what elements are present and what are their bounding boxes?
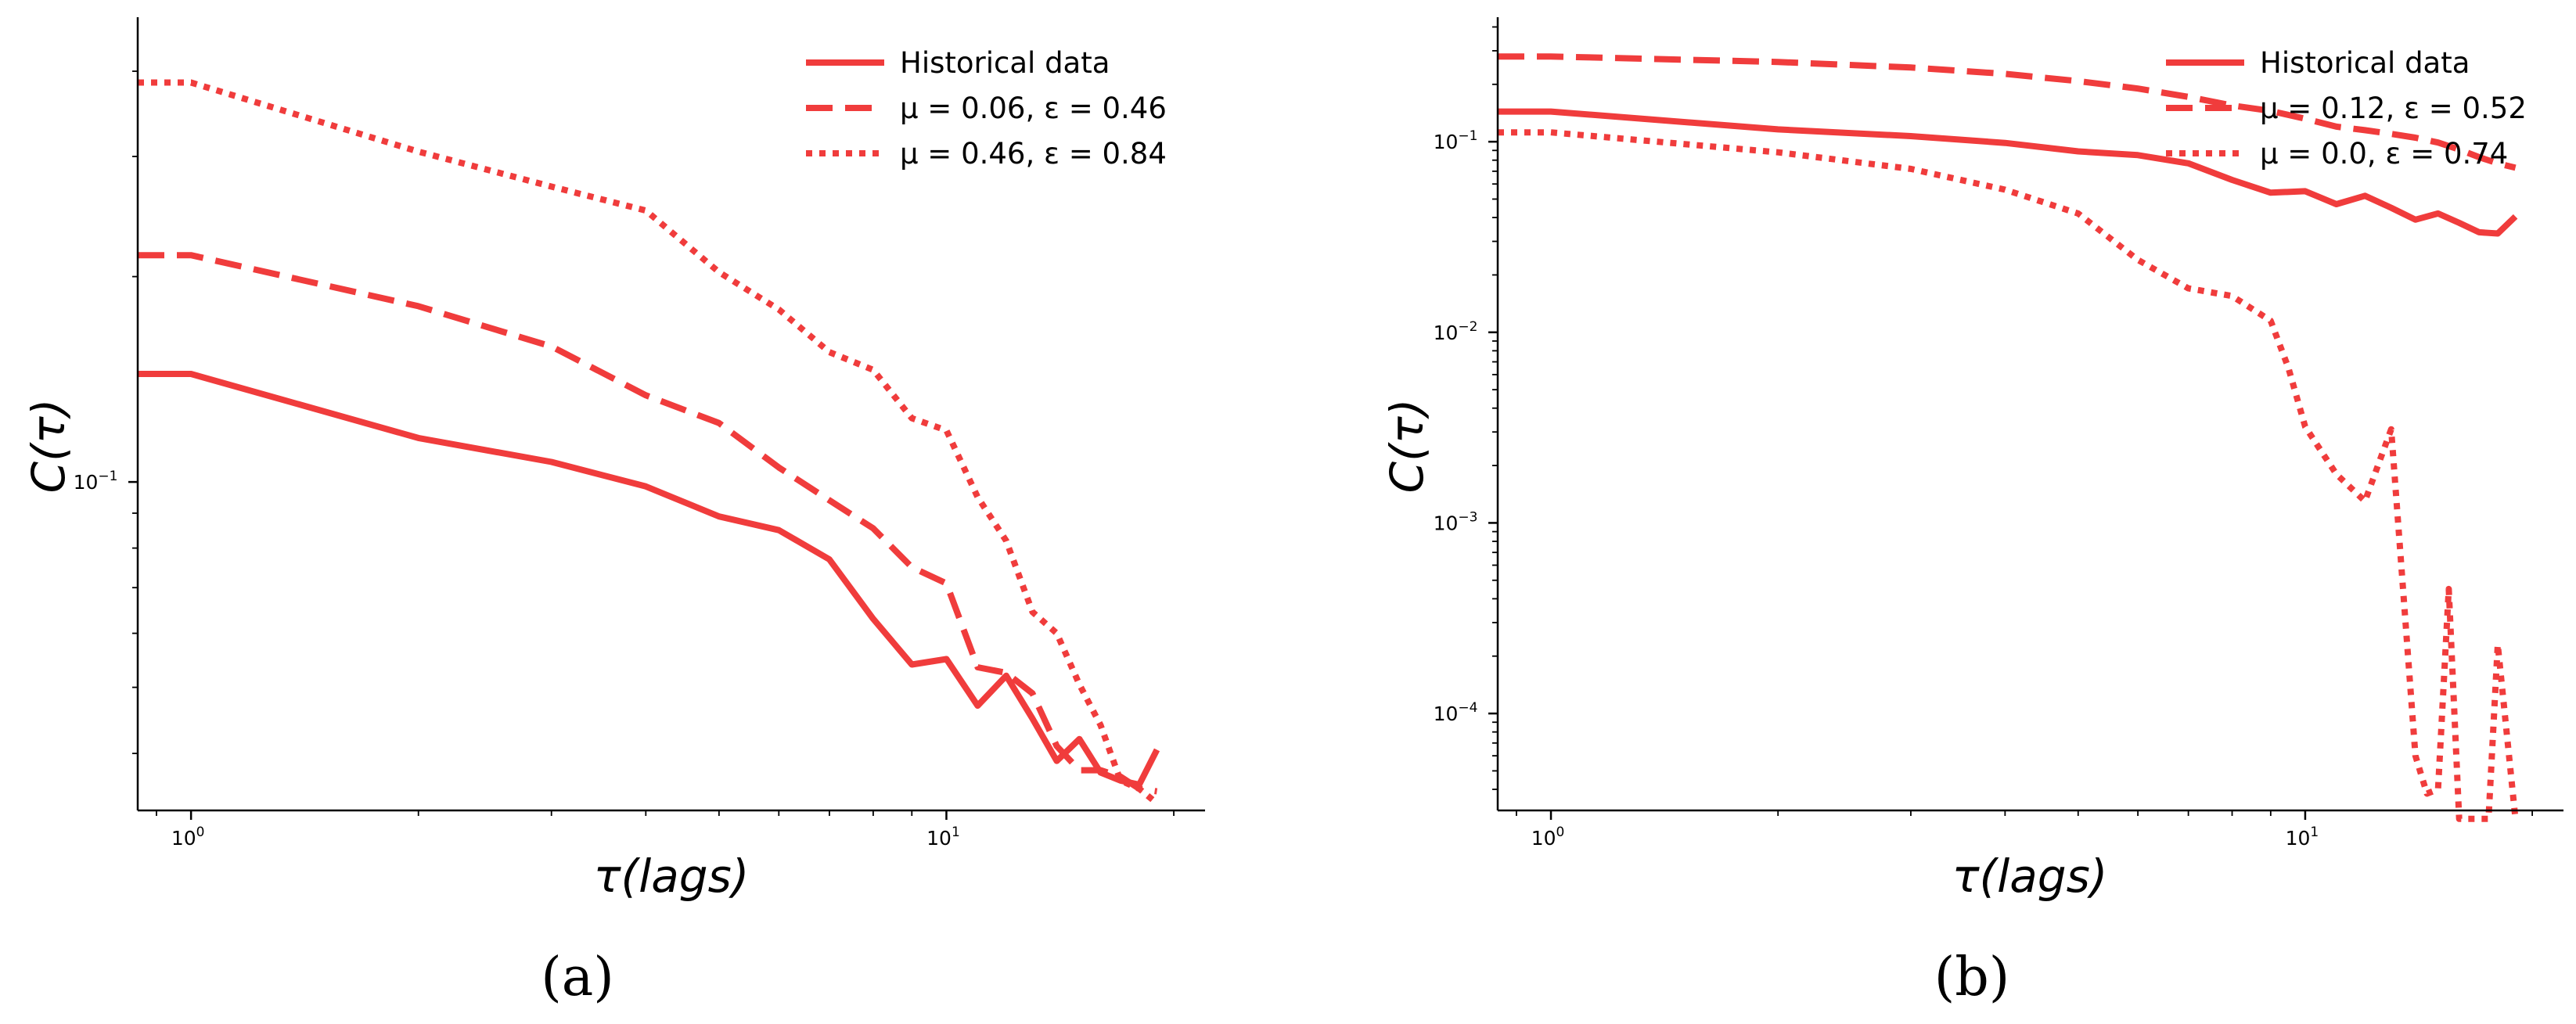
panel-b-series-0-line: [1498, 108, 2518, 237]
panel-a-x-tick-exponent: 0: [196, 825, 205, 840]
panel-b-label: (b): [1934, 947, 2010, 1008]
panel-b-legend-label-1: μ = 0.12, ε = 0.52: [2260, 92, 2527, 125]
panel-b-series-1-line: [1498, 53, 2517, 171]
panel-b-x-tick-label: 101: [2286, 825, 2319, 850]
panel-b-y-axis-label: C(τ): [1380, 399, 1434, 494]
panel-a-y-axis-label: C(τ): [22, 399, 75, 494]
panel-b-x-tick-label: 100: [1531, 825, 1565, 850]
panel-b-x-tick-exponent: 1: [2310, 825, 2319, 840]
panel-b-x-tick-exponent: 0: [1556, 825, 1565, 840]
panel-b-y-tick-exponent: −3: [1458, 509, 1477, 525]
panel-b-y-tick-label: 10−3: [1434, 509, 1478, 534]
panel-b-axes: [1496, 17, 2563, 812]
panel-b-y-tick-label: 10−2: [1434, 319, 1478, 344]
panel-a-x-tick-label: 101: [926, 825, 960, 850]
panel-a-x-tick-exponent: 1: [952, 825, 960, 840]
panel-a-y-tick-exponent: −1: [98, 469, 117, 484]
panel-a-axes: [136, 17, 1205, 812]
panel-b-y-tick-label: 10−1: [1434, 128, 1478, 153]
panel-a-label: (a): [541, 947, 614, 1008]
panel-a-series-1-line: [138, 252, 1158, 795]
panel-b-y-tick-label: 10−4: [1434, 700, 1478, 725]
panel-a-series-2-line: [138, 79, 1160, 806]
panel-a-legend: Historical data μ = 0.06, ε = 0.46 μ = 0.4…: [806, 46, 1167, 171]
panel-a-x-axis-label: τ(lags): [594, 850, 750, 903]
panel-b-x-axis-label: τ(lags): [1952, 850, 2108, 903]
panel-a-legend-label-0: Historical data: [900, 46, 1110, 80]
panel-b-series-2-line: [1498, 129, 2519, 822]
panel-b-legend-label-2: μ = 0.0, ε = 0.74: [2260, 137, 2508, 171]
panel-a-y-tick-label: 10−1: [74, 469, 118, 494]
panel-b-y-tick-exponent: −1: [1458, 128, 1477, 144]
panel-b-legend: Historical data μ = 0.12, ε = 0.52 μ = 0.0…: [2166, 46, 2527, 171]
panel-a-legend-label-2: μ = 0.46, ε = 0.84: [900, 137, 1167, 171]
panel-a-series-0-line: [138, 371, 1160, 788]
panel-b-y-tick-exponent: −2: [1458, 319, 1477, 335]
panel-a-plot-lines: [138, 79, 1160, 806]
panel-a-x-tick-label: 100: [171, 825, 205, 850]
panel-b-legend-label-0: Historical data: [2260, 46, 2470, 80]
panel-b-y-tick-exponent: −4: [1458, 700, 1477, 716]
panel-b-plot-lines: [1498, 53, 2519, 822]
panel-a-legend-label-1: μ = 0.06, ε = 0.46: [900, 92, 1167, 125]
